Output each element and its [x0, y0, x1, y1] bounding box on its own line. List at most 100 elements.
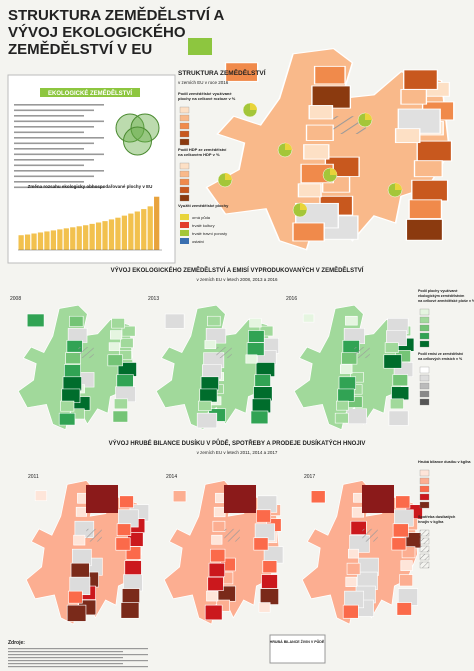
- country: [58, 412, 76, 426]
- inset-box: [224, 485, 256, 513]
- country: [212, 520, 226, 533]
- legend-swatch: [419, 545, 430, 553]
- pie-slice: [285, 143, 292, 150]
- eco-chart-title: Změna rozsahu ekologicky obhospodařované…: [28, 184, 153, 189]
- legend-swatch: [179, 162, 190, 170]
- legend-title: na celkových emisích v %: [418, 357, 463, 361]
- country: [311, 85, 352, 109]
- legend-swatch: [180, 222, 189, 228]
- country: [391, 386, 410, 401]
- title-line: ZEMĚDĚLSTVÍ V EU: [8, 40, 152, 58]
- bar: [76, 226, 82, 250]
- legend-swatch: [419, 529, 430, 537]
- section-title: VÝVOJ EKOLOGICKÉHO ZEMĚDĚLSTVÍ A EMISÍ V…: [111, 266, 364, 274]
- country: [120, 602, 140, 619]
- bar: [141, 209, 147, 250]
- bar: [18, 235, 24, 250]
- venn-circle: [130, 113, 160, 143]
- country: [70, 562, 90, 580]
- country: [246, 342, 265, 356]
- bar: [154, 196, 160, 250]
- inset-box: [362, 485, 394, 513]
- legend-title: Využití zemědělské plochy: [178, 203, 229, 208]
- map-year: 2017: [304, 474, 315, 480]
- country: [258, 602, 271, 613]
- legend-swatch: [179, 106, 190, 114]
- country: [204, 604, 223, 621]
- country: [200, 376, 219, 391]
- legend-swatch: [419, 332, 430, 340]
- legend-swatch: [179, 194, 190, 202]
- legend-title: plochy na celkové rozloze v %: [178, 96, 236, 101]
- section-subtitle: v zemích EU v letech 2011, 2014 a 2017: [197, 450, 278, 455]
- map: [301, 479, 423, 625]
- country: [69, 315, 84, 327]
- legend-title: hnojiv v kg/ha: [418, 520, 444, 524]
- country: [254, 374, 271, 387]
- eu-logo: [188, 38, 212, 55]
- country: [249, 318, 262, 328]
- bar: [57, 229, 63, 250]
- bar: [31, 233, 37, 250]
- legend-swatch: [419, 501, 430, 509]
- legend-label: ostatní: [192, 239, 205, 244]
- country: [61, 388, 81, 403]
- hatched-area: [224, 528, 240, 542]
- text-line: [14, 153, 104, 156]
- country: [347, 548, 359, 559]
- legend-title: Podíl plochy využívané: [418, 289, 458, 293]
- country: [345, 576, 358, 587]
- country: [310, 490, 326, 504]
- section-title: VÝVOJ HRUBÉ BILANCE DUSÍKU V PŮDĚ, SPOTŘ…: [109, 439, 366, 447]
- inset-title: HRUBÁ BILANCE ŽIVIN V PŮDĚ: [270, 639, 325, 644]
- text-line: [14, 109, 94, 112]
- inset-box: [86, 485, 118, 513]
- country: [399, 574, 413, 587]
- text-line: [14, 148, 84, 150]
- country: [120, 337, 134, 349]
- country: [392, 523, 409, 538]
- title-line: STRUKTURA ZEMĚDĚLSTVÍ A: [8, 6, 225, 24]
- text-line: [14, 164, 84, 167]
- country: [313, 65, 346, 85]
- legend-swatch: [180, 238, 189, 244]
- legend-swatch: [419, 469, 430, 477]
- legend-swatch: [419, 324, 430, 332]
- legend-title: ekologickým zemědělstvím: [418, 294, 464, 298]
- country: [213, 506, 226, 518]
- map-year: 2016: [286, 296, 297, 302]
- legend-swatch: [419, 398, 430, 406]
- legend-title: Podíl emisí ze zemědělství: [418, 352, 464, 356]
- country: [66, 604, 87, 622]
- hatched-area: [216, 347, 232, 359]
- text-line: [14, 115, 84, 117]
- legend-swatch: [419, 537, 430, 545]
- pie-slice: [365, 113, 372, 120]
- country: [395, 495, 411, 509]
- bar: [37, 232, 44, 250]
- legend-swatch: [419, 553, 430, 561]
- text-line: [14, 186, 104, 189]
- pie-slice: [330, 168, 337, 175]
- text-line: [14, 181, 84, 183]
- bar: [70, 227, 76, 250]
- country: [112, 410, 129, 423]
- country: [384, 342, 399, 353]
- country: [26, 313, 45, 328]
- country: [389, 398, 404, 410]
- main-map-subtitle: v zemích EU v roce 2016: [178, 80, 229, 85]
- country: [383, 354, 402, 369]
- bar: [128, 213, 134, 250]
- country: [334, 412, 349, 424]
- country: [259, 588, 279, 605]
- inset-panel: [269, 634, 326, 664]
- country: [297, 183, 322, 198]
- country: [245, 354, 258, 364]
- section-subtitle: v zemích EU v letech 2008, 2013 a 2016: [196, 277, 278, 282]
- country: [394, 128, 421, 144]
- country: [65, 352, 81, 365]
- text-line: [14, 142, 94, 145]
- bar: [83, 225, 89, 250]
- country: [115, 537, 131, 551]
- country: [204, 340, 217, 350]
